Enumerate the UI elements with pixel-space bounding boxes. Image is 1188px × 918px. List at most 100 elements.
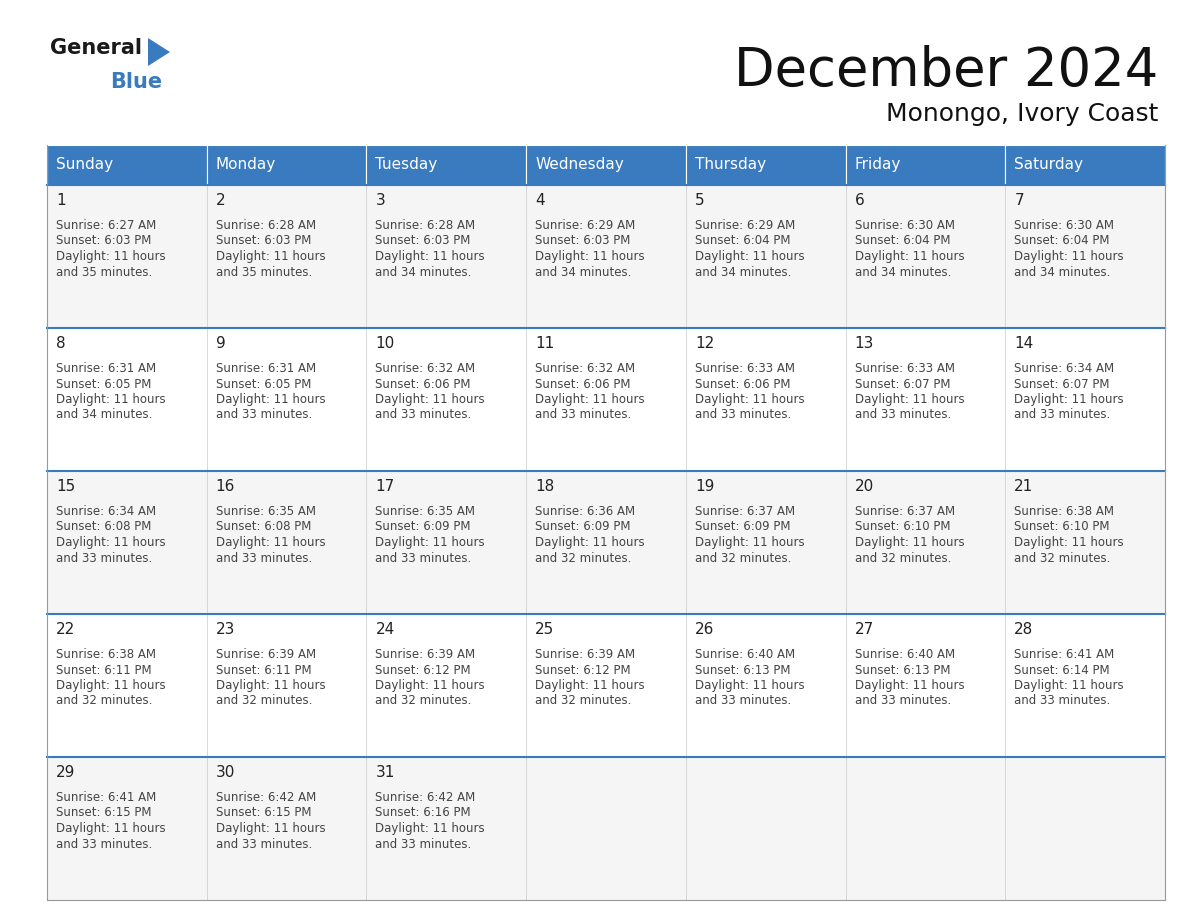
Text: 6: 6 — [854, 193, 865, 208]
Text: Sunday: Sunday — [56, 158, 113, 173]
Text: 16: 16 — [216, 479, 235, 494]
Text: 22: 22 — [56, 622, 75, 637]
Text: Daylight: 11 hours: Daylight: 11 hours — [375, 822, 485, 835]
Text: 18: 18 — [535, 479, 555, 494]
Text: Sunrise: 6:38 AM: Sunrise: 6:38 AM — [56, 648, 156, 661]
Text: General: General — [50, 38, 143, 58]
Text: 31: 31 — [375, 765, 394, 780]
Text: Daylight: 11 hours: Daylight: 11 hours — [854, 679, 965, 692]
Text: and 34 minutes.: and 34 minutes. — [1015, 265, 1111, 278]
Text: Daylight: 11 hours: Daylight: 11 hours — [216, 393, 326, 406]
Text: and 33 minutes.: and 33 minutes. — [535, 409, 631, 421]
Text: and 32 minutes.: and 32 minutes. — [375, 695, 472, 708]
Bar — [1005, 185, 1165, 328]
Text: Sunset: 6:03 PM: Sunset: 6:03 PM — [56, 234, 151, 248]
Text: Sunrise: 6:27 AM: Sunrise: 6:27 AM — [56, 219, 157, 232]
Bar — [846, 614, 1005, 757]
Text: Daylight: 11 hours: Daylight: 11 hours — [375, 536, 485, 549]
Bar — [207, 757, 366, 900]
Text: Sunset: 6:15 PM: Sunset: 6:15 PM — [216, 807, 311, 820]
Bar — [685, 471, 846, 614]
Text: Sunrise: 6:37 AM: Sunrise: 6:37 AM — [854, 505, 955, 518]
Bar — [846, 471, 1005, 614]
Text: 7: 7 — [1015, 193, 1024, 208]
Text: 23: 23 — [216, 622, 235, 637]
Bar — [685, 757, 846, 900]
Text: 27: 27 — [854, 622, 874, 637]
Text: Daylight: 11 hours: Daylight: 11 hours — [695, 536, 804, 549]
Bar — [526, 328, 685, 471]
Text: Sunrise: 6:34 AM: Sunrise: 6:34 AM — [56, 505, 156, 518]
Bar — [48, 185, 207, 328]
Bar — [366, 328, 526, 471]
Text: Sunrise: 6:42 AM: Sunrise: 6:42 AM — [375, 791, 475, 804]
Text: and 34 minutes.: and 34 minutes. — [535, 265, 632, 278]
Text: Sunrise: 6:31 AM: Sunrise: 6:31 AM — [56, 362, 156, 375]
Text: Sunrise: 6:33 AM: Sunrise: 6:33 AM — [695, 362, 795, 375]
Text: and 33 minutes.: and 33 minutes. — [695, 409, 791, 421]
Text: and 33 minutes.: and 33 minutes. — [375, 837, 472, 850]
Text: Monday: Monday — [216, 158, 276, 173]
Bar — [685, 328, 846, 471]
Text: Sunset: 6:04 PM: Sunset: 6:04 PM — [695, 234, 790, 248]
Text: Sunset: 6:06 PM: Sunset: 6:06 PM — [535, 377, 631, 390]
Text: Sunset: 6:09 PM: Sunset: 6:09 PM — [695, 521, 790, 533]
Text: and 33 minutes.: and 33 minutes. — [56, 837, 152, 850]
Text: Sunrise: 6:32 AM: Sunrise: 6:32 AM — [375, 362, 475, 375]
Bar — [526, 471, 685, 614]
Text: Friday: Friday — [854, 158, 901, 173]
Text: Sunset: 6:14 PM: Sunset: 6:14 PM — [1015, 664, 1110, 677]
Text: and 33 minutes.: and 33 minutes. — [1015, 409, 1111, 421]
Text: Sunrise: 6:41 AM: Sunrise: 6:41 AM — [56, 791, 157, 804]
Bar — [48, 757, 207, 900]
Polygon shape — [148, 38, 170, 66]
Text: and 33 minutes.: and 33 minutes. — [216, 837, 312, 850]
Text: 9: 9 — [216, 336, 226, 351]
Text: Sunrise: 6:40 AM: Sunrise: 6:40 AM — [854, 648, 955, 661]
Text: Daylight: 11 hours: Daylight: 11 hours — [216, 536, 326, 549]
Text: Daylight: 11 hours: Daylight: 11 hours — [56, 393, 165, 406]
Text: Daylight: 11 hours: Daylight: 11 hours — [375, 393, 485, 406]
Text: Sunset: 6:11 PM: Sunset: 6:11 PM — [56, 664, 152, 677]
Text: Sunrise: 6:39 AM: Sunrise: 6:39 AM — [375, 648, 475, 661]
Bar — [526, 185, 685, 328]
Bar — [207, 328, 366, 471]
Text: and 34 minutes.: and 34 minutes. — [375, 265, 472, 278]
Text: and 35 minutes.: and 35 minutes. — [56, 265, 152, 278]
Bar — [207, 471, 366, 614]
Text: and 32 minutes.: and 32 minutes. — [535, 552, 632, 565]
Bar — [1005, 471, 1165, 614]
Text: Daylight: 11 hours: Daylight: 11 hours — [695, 679, 804, 692]
Bar — [366, 471, 526, 614]
Bar — [1005, 757, 1165, 900]
Text: Daylight: 11 hours: Daylight: 11 hours — [216, 822, 326, 835]
Text: Sunset: 6:08 PM: Sunset: 6:08 PM — [56, 521, 151, 533]
Text: and 32 minutes.: and 32 minutes. — [854, 552, 950, 565]
Text: 19: 19 — [695, 479, 714, 494]
Bar — [846, 328, 1005, 471]
Text: 28: 28 — [1015, 622, 1034, 637]
Text: Daylight: 11 hours: Daylight: 11 hours — [216, 679, 326, 692]
Text: 15: 15 — [56, 479, 75, 494]
Bar — [366, 145, 526, 185]
Text: Sunset: 6:08 PM: Sunset: 6:08 PM — [216, 521, 311, 533]
Text: and 32 minutes.: and 32 minutes. — [1015, 552, 1111, 565]
Bar — [526, 145, 685, 185]
Text: Sunrise: 6:29 AM: Sunrise: 6:29 AM — [695, 219, 795, 232]
Text: and 33 minutes.: and 33 minutes. — [1015, 695, 1111, 708]
Bar — [48, 614, 207, 757]
Bar — [48, 328, 207, 471]
Text: Sunset: 6:16 PM: Sunset: 6:16 PM — [375, 807, 472, 820]
Text: and 33 minutes.: and 33 minutes. — [854, 695, 950, 708]
Text: Wednesday: Wednesday — [535, 158, 624, 173]
Text: Sunrise: 6:35 AM: Sunrise: 6:35 AM — [375, 505, 475, 518]
Text: and 33 minutes.: and 33 minutes. — [56, 552, 152, 565]
Text: Daylight: 11 hours: Daylight: 11 hours — [1015, 679, 1124, 692]
Text: Daylight: 11 hours: Daylight: 11 hours — [854, 393, 965, 406]
Text: Sunset: 6:05 PM: Sunset: 6:05 PM — [216, 377, 311, 390]
Bar — [366, 757, 526, 900]
Text: Daylight: 11 hours: Daylight: 11 hours — [56, 250, 165, 263]
Text: 26: 26 — [695, 622, 714, 637]
Text: Daylight: 11 hours: Daylight: 11 hours — [535, 536, 645, 549]
Text: Sunset: 6:03 PM: Sunset: 6:03 PM — [375, 234, 470, 248]
